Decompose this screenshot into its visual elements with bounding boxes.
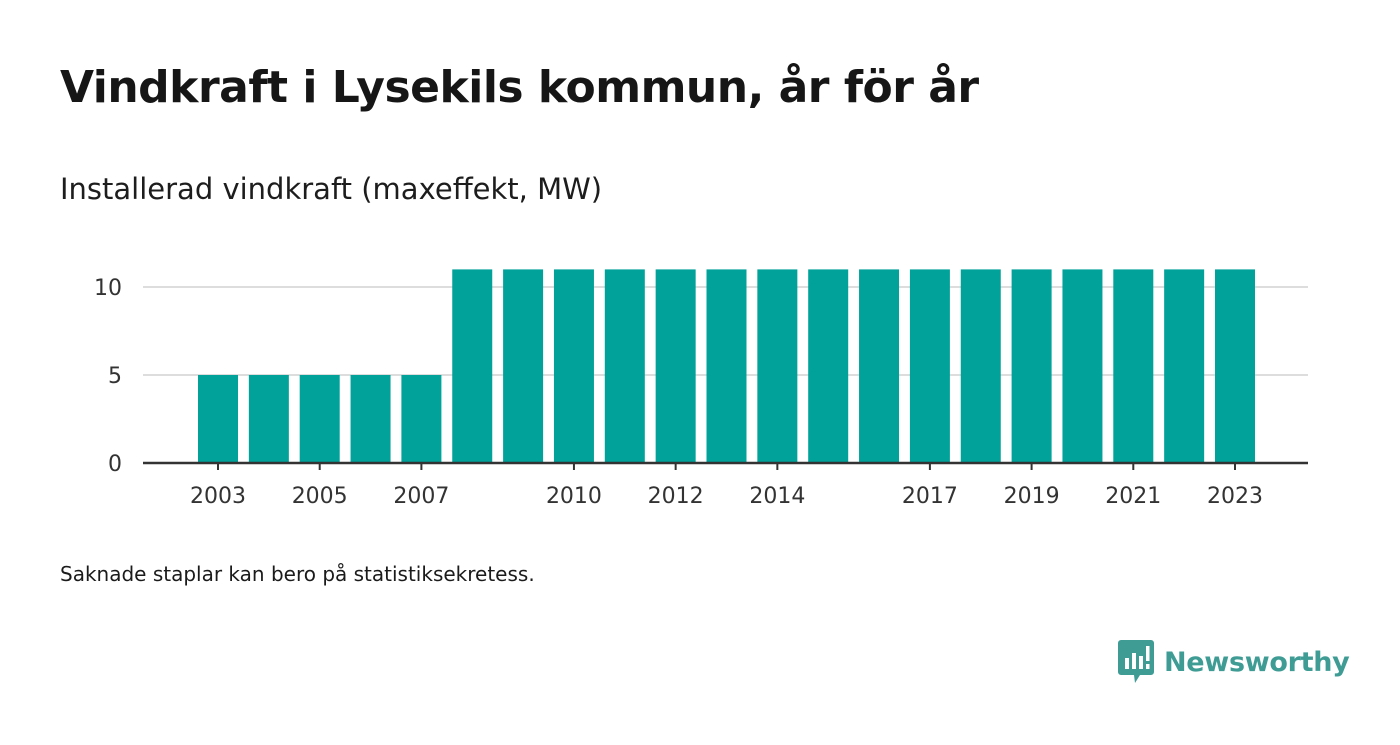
bar-2003 — [198, 375, 238, 463]
bar-2020 — [1062, 269, 1103, 463]
x-tick-label: 2019 — [1004, 484, 1060, 509]
brand-logo: Newsworthy — [1118, 640, 1350, 684]
bar-2014 — [757, 269, 798, 463]
bar-2015 — [808, 269, 849, 463]
bars — [198, 269, 1255, 463]
bar-2007 — [401, 375, 442, 463]
x-tick-label: 2005 — [292, 484, 348, 509]
x-tick-label: 2021 — [1105, 484, 1161, 509]
bar-2011 — [604, 269, 645, 463]
bar-2008 — [452, 269, 493, 463]
bar-2012 — [655, 269, 696, 463]
bar-2022 — [1164, 269, 1205, 463]
bar-2023 — [1215, 269, 1255, 463]
x-axis-ticks: 2003 2005 2007 2010 2012 2014 2017 2019 2021 2023 — [190, 463, 1263, 509]
bar-2018 — [960, 269, 1001, 463]
y-tick-label: 0 — [108, 452, 122, 477]
y-tick-label: 5 — [108, 364, 122, 389]
bar-2004 — [248, 375, 289, 463]
bar-2013 — [706, 269, 747, 463]
bar-2017 — [909, 269, 950, 463]
footnote: Saknade staplar kan bero på statistiksek… — [60, 562, 535, 586]
x-tick-label: 2012 — [648, 484, 704, 509]
x-tick-label: 2017 — [902, 484, 958, 509]
bar-2006 — [350, 375, 391, 463]
bar-2016 — [859, 269, 900, 463]
y-tick-label: 10 — [94, 276, 122, 301]
x-tick-label: 2007 — [393, 484, 449, 509]
bar-2021 — [1113, 269, 1154, 463]
brand-name: Newsworthy — [1164, 646, 1350, 678]
x-tick-label: 2003 — [190, 484, 246, 509]
y-axis-ticks: 0 5 10 — [94, 276, 122, 477]
bar-2005 — [299, 375, 340, 463]
newsworthy-logo-icon — [1118, 640, 1154, 683]
x-tick-label: 2023 — [1207, 484, 1263, 509]
bar-chart: 0 5 10 2003 2005 2007 2010 2012 2014 2017 2019 202… — [94, 269, 1308, 509]
bar-2019 — [1011, 269, 1052, 463]
bar-2009 — [503, 269, 544, 463]
chart-subtitle: Installerad vindkraft (maxeffekt, MW) — [60, 172, 603, 206]
x-tick-label: 2014 — [749, 484, 805, 509]
x-tick-label: 2010 — [546, 484, 602, 509]
bar-2010 — [553, 269, 594, 463]
chart-title: Vindkraft i Lysekils kommun, år för år — [60, 62, 979, 113]
